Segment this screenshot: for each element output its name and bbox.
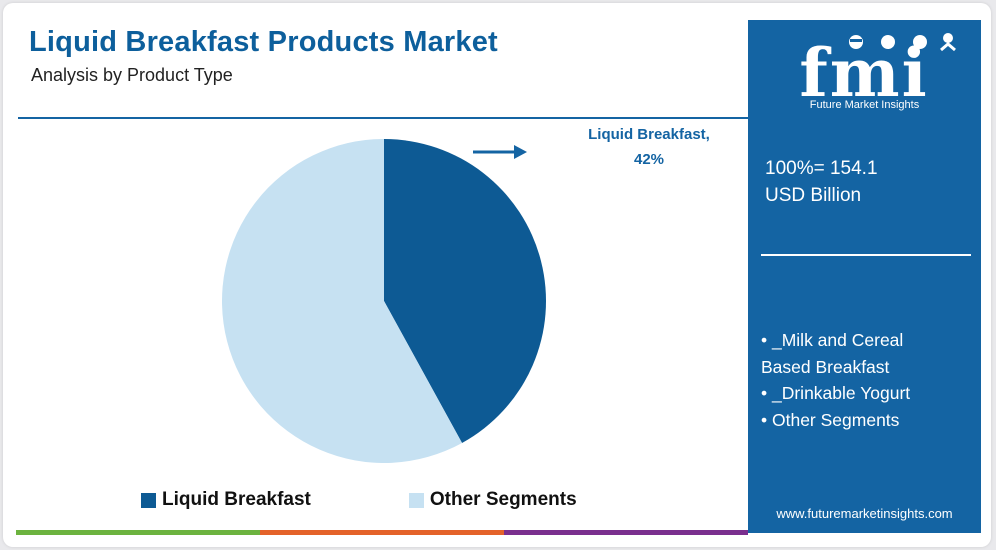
market-total-unit: USD Billion xyxy=(765,185,862,206)
segment-list-item: • _Milk and Cereal xyxy=(761,330,904,350)
segment-list: • _Milk and Cereal Based Breakfast • _Dr… xyxy=(761,327,976,433)
segment-list-item: • Other Segments xyxy=(761,409,900,430)
callout-label-line2: 42% xyxy=(634,151,664,168)
fmi-logo: fmi xyxy=(799,33,956,112)
pie-slices xyxy=(221,139,546,463)
pie-slice-other-segments xyxy=(221,139,463,463)
legend-item-other-segments: Other Segments xyxy=(408,489,577,511)
bottom-bar-green xyxy=(16,530,260,535)
callout-arrow xyxy=(473,145,527,159)
logo-wordmark: fmi xyxy=(799,34,928,112)
callout-label-line1: Liquid Breakfast, xyxy=(588,126,710,143)
market-total-value: 100%= 154.1 xyxy=(765,158,878,179)
logo-tagline: Future Market Insights xyxy=(809,99,920,111)
legend-item-liquid-breakfast: Liquid Breakfast xyxy=(141,489,311,511)
legend-swatch-liquid-breakfast xyxy=(141,492,156,508)
legend-label-other-segments: Other Segments xyxy=(429,489,577,510)
title-divider xyxy=(18,117,748,119)
logo-decor-icons xyxy=(849,33,956,52)
bottom-color-bar xyxy=(16,530,748,535)
chart-legend: Liquid Breakfast Other Segments xyxy=(141,489,675,511)
pie-slice-liquid-breakfast xyxy=(384,139,546,443)
bottom-bar-purple xyxy=(504,530,748,535)
segment-list-item: Based Breakfast xyxy=(761,356,890,377)
page-subtitle: Analysis by Product Type xyxy=(31,65,233,85)
bottom-bar-orange xyxy=(260,530,504,535)
legend-label-liquid-breakfast: Liquid Breakfast xyxy=(162,489,311,510)
page-title: Liquid Breakfast Products Market xyxy=(29,26,498,58)
website-link[interactable]: www.futuremarketinsights.com xyxy=(776,506,953,521)
pie-chart: Liquid Breakfast, 42% xyxy=(221,126,710,463)
info-sidebar: fmi Future Market Insights 100%= 154.1 U… xyxy=(748,20,981,533)
segment-list-item: • _Drinkable Yogurt xyxy=(761,383,911,403)
legend-swatch-other-segments xyxy=(408,492,424,508)
report-frame: Liquid Breakfast Products Market Analysi… xyxy=(3,3,991,547)
sidebar-divider xyxy=(761,254,971,256)
